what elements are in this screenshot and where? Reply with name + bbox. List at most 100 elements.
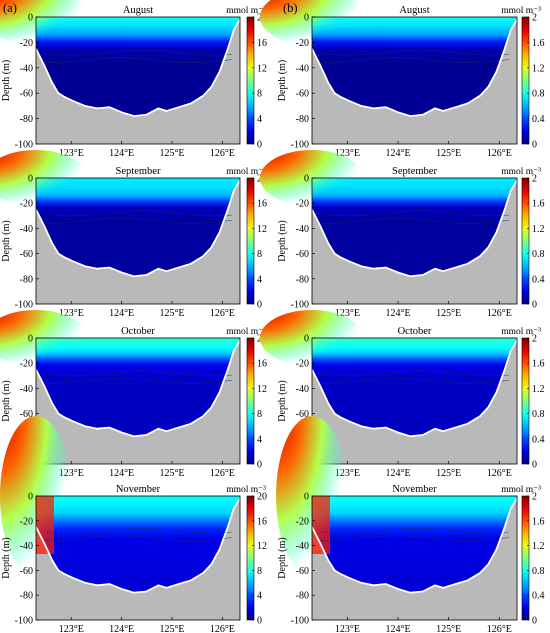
x-tick-label: 126°E <box>210 308 235 319</box>
x-tick-label: 125°E <box>159 148 184 159</box>
y-tick-label: -20 <box>296 359 309 370</box>
y-tick-label: -60 <box>20 566 33 577</box>
x-tick-label: 124°E <box>109 148 134 159</box>
y-tick-label: -80 <box>20 274 33 285</box>
contour-line <box>320 210 509 217</box>
colorbar-tick-label: 4 <box>257 114 262 125</box>
y-tick-label: -100 <box>15 300 33 311</box>
y-tick-label: -20 <box>20 38 33 49</box>
y-tick-label: -40 <box>296 541 309 552</box>
x-tick-label: 124°E <box>385 468 410 479</box>
panel-b-august: 0 -20 -40 -60 -80 -100 123°E 124°E 125°E 126°E Dep… <box>260 0 545 159</box>
y-tick-label: -20 <box>296 199 309 210</box>
x-tick-label: 125°E <box>436 308 461 319</box>
x-tick-label: 123°E <box>59 468 84 479</box>
x-tick-label: 124°E <box>385 308 410 319</box>
contour-line <box>44 49 232 56</box>
y-tick-label: -100 <box>291 140 309 151</box>
colorbar-tick-label: 0 <box>257 460 262 471</box>
y-tick-label: 0 <box>304 13 309 24</box>
colorbar-tick-label: 1.6 <box>532 516 545 527</box>
y-tick-label: -20 <box>296 38 309 49</box>
x-tick-label: 126°E <box>210 468 235 479</box>
panel-title: August <box>123 5 153 16</box>
x-tick-label: 125°E <box>159 468 184 479</box>
colorbar-tick-label: 8 <box>257 89 262 100</box>
colorbar-tick-label: 0 <box>532 140 537 151</box>
y-tick-label: -60 <box>296 566 309 577</box>
colorbar-tick-label: 0.4 <box>532 434 545 445</box>
seabed-line <box>35 340 241 438</box>
x-tick-label: 123°E <box>335 468 360 479</box>
x-tick-label: 125°E <box>436 468 461 479</box>
water-section <box>312 178 517 277</box>
y-tick-label: -80 <box>20 114 33 125</box>
colorbar-tick-label: 0 <box>257 140 262 151</box>
y-tick-label: -60 <box>296 409 309 420</box>
colorbar-tick-label: 0 <box>257 616 262 627</box>
colorbar <box>246 337 255 465</box>
seabed-line <box>35 180 241 278</box>
plot-frame <box>35 177 241 305</box>
y-tick-label: 0 <box>304 492 309 503</box>
colorbar-tick-label: 16 <box>257 359 267 370</box>
x-tick-label: 123°E <box>335 624 360 633</box>
colorbar-tick-label: 4 <box>257 274 262 285</box>
seabed-line <box>311 498 518 594</box>
y-tick-label: -80 <box>296 591 309 602</box>
colorbar-unit: mmol m⁻³ <box>226 485 266 495</box>
plot-frame <box>35 16 241 145</box>
seabed-line <box>311 19 518 118</box>
x-tick-label: 126°E <box>487 624 512 633</box>
seabed-line <box>311 180 518 278</box>
water-section <box>36 338 240 437</box>
y-tick-label: -80 <box>20 591 33 602</box>
colorbar-tick-label: 1.2 <box>532 63 545 74</box>
colorbar-unit: mmol m⁻³ <box>501 167 541 177</box>
coastal-high-patch <box>0 0 88 45</box>
x-tick-label: 124°E <box>109 468 134 479</box>
contour-line <box>320 527 509 534</box>
colorbar-unit: mmol m⁻³ <box>501 6 541 16</box>
x-tick-label: 126°E <box>487 468 512 479</box>
panel-label-a: (a) <box>3 1 17 15</box>
y-axis-label: Depth (m) <box>277 537 288 578</box>
colorbar-tick-label: 12 <box>257 541 267 552</box>
y-tick-label: -60 <box>20 409 33 420</box>
y-tick-label: -100 <box>291 616 309 627</box>
plot-frame <box>311 16 518 145</box>
colorbar-unit: mmol m⁻³ <box>226 327 266 337</box>
contour-line <box>44 535 232 541</box>
plot-frame <box>311 495 518 621</box>
x-tick-label: 126°E <box>487 308 512 319</box>
colorbar <box>521 495 530 621</box>
panel-label-b: (b) <box>283 1 298 15</box>
y-tick-label: -60 <box>296 249 309 260</box>
water-section <box>312 496 517 593</box>
colorbar-tick-label: 0.4 <box>532 274 545 285</box>
x-tick-label: 124°E <box>385 624 410 633</box>
plot-frame <box>311 177 518 305</box>
colorbar-tick-label: 0 <box>532 300 537 311</box>
y-tick-label: 0 <box>28 13 33 24</box>
panel-title: September <box>116 166 161 177</box>
colorbar <box>246 177 255 305</box>
colorbar-tick-label: 2 <box>532 334 537 345</box>
y-axis-label: Depth (m) <box>1 380 12 421</box>
y-tick-label: -100 <box>291 300 309 311</box>
contour-line <box>320 377 509 384</box>
y-axis-label: Depth (m) <box>1 60 12 101</box>
colorbar-tick-label: 1.2 <box>532 541 545 552</box>
y-tick-label: 0 <box>304 174 309 185</box>
y-axis-label: Depth (m) <box>277 60 288 101</box>
coastal-column <box>36 496 54 554</box>
y-tick-label: -80 <box>296 114 309 125</box>
colorbar-tick-label: 16 <box>257 516 267 527</box>
colorbar-tick-label: 8 <box>257 249 262 260</box>
colorbar-tick-label: 1.2 <box>532 224 545 235</box>
water-section <box>36 17 240 117</box>
plot-frame <box>35 495 241 621</box>
y-tick-label: -40 <box>20 224 33 235</box>
x-tick-label: 123°E <box>59 148 84 159</box>
colorbar <box>246 495 255 621</box>
